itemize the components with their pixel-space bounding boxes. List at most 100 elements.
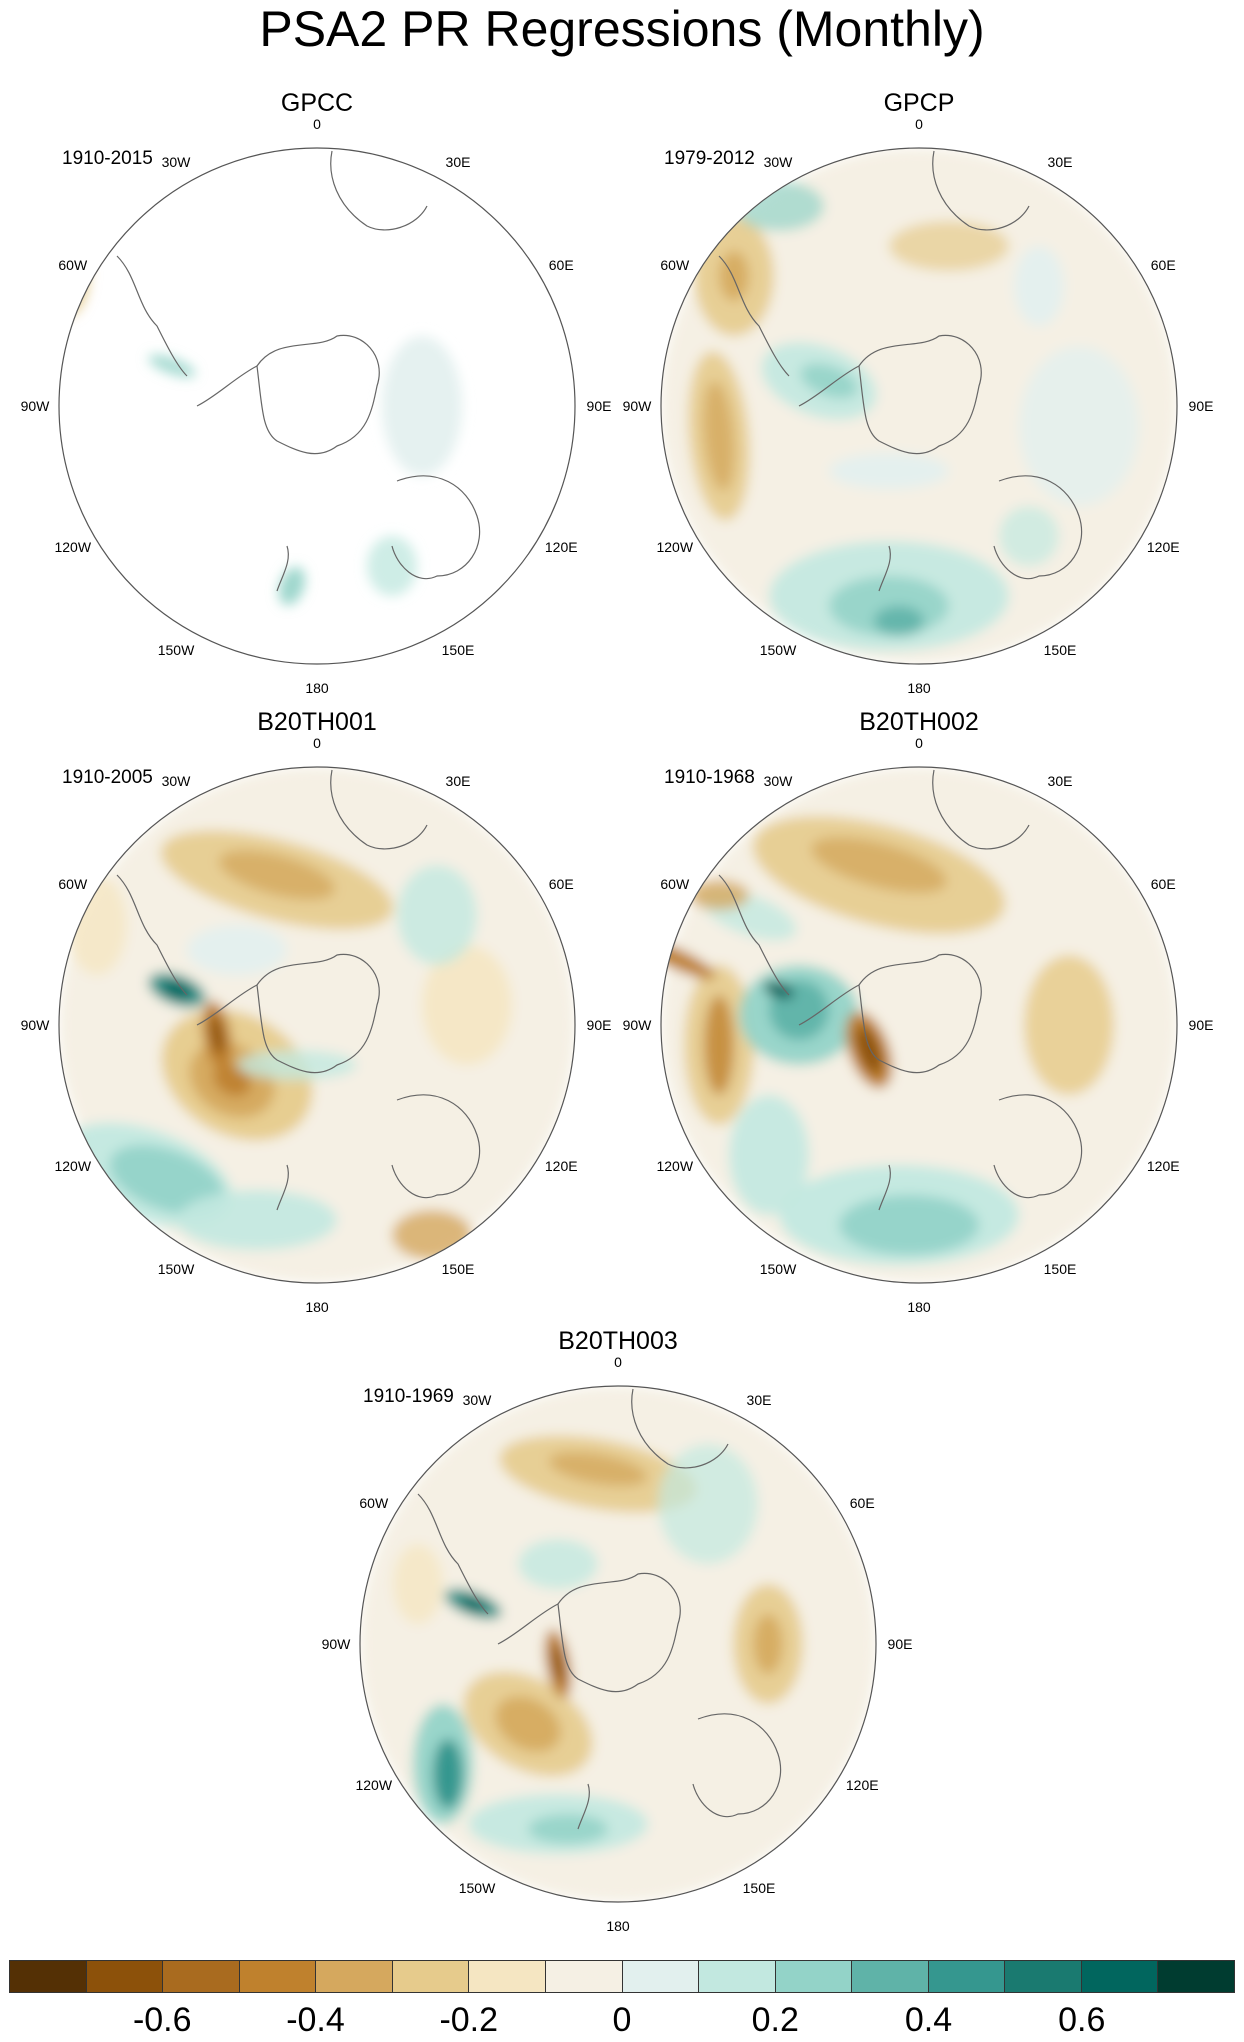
longitude-label: 30E	[746, 1391, 772, 1408]
colorbar-swatch	[469, 1961, 546, 1992]
polar-map-gpcp	[660, 147, 1178, 665]
panel-period: 1979-2012	[664, 148, 755, 169]
colorbar-swatch	[316, 1961, 393, 1992]
colorbar-swatch	[86, 1961, 164, 1992]
panel-period: 1910-1969	[363, 1386, 454, 1407]
colorbar-swatch	[1081, 1961, 1159, 1992]
longitude-label: 150E	[1043, 1261, 1077, 1278]
longitude-label: 0	[313, 116, 321, 132]
panel-title: B20TH003	[558, 1327, 678, 1355]
longitude-label: 90W	[20, 1017, 50, 1033]
longitude-label: 30E	[445, 153, 471, 170]
longitude-label: 150W	[458, 1880, 496, 1897]
longitude-label: 150W	[157, 1261, 195, 1278]
longitude-label: 30E	[1047, 153, 1073, 170]
longitude-label: 60W	[660, 257, 690, 273]
longitude-label: 150W	[157, 642, 195, 659]
colorbar	[9, 1960, 1235, 1993]
polar-map-b20th002	[660, 766, 1178, 1284]
longitude-label: 90E	[1188, 1017, 1214, 1033]
colorbar-tick-label: -0.2	[439, 2001, 499, 2039]
longitude-label: 90E	[586, 1017, 612, 1033]
panel-period: 1910-2005	[62, 767, 153, 788]
longitude-label: 30W	[462, 1391, 492, 1408]
colorbar-swatch	[163, 1961, 240, 1992]
longitude-label: 30W	[763, 772, 793, 789]
longitude-label: 60W	[660, 876, 690, 892]
colorbar-swatch	[928, 1961, 1006, 1992]
colorbar-swatch	[545, 1961, 623, 1992]
longitude-label: 90W	[20, 398, 50, 414]
longitude-label: 30W	[161, 153, 191, 170]
longitude-label: 90E	[1188, 398, 1214, 414]
longitude-label: 0	[614, 1354, 622, 1370]
panel-title: B20TH001	[257, 708, 377, 736]
longitude-label: 0	[313, 735, 321, 751]
longitude-label: 180	[907, 680, 931, 696]
map-panel-gpcc: GPCC 1910-2015 0 30E 60E 90E 120E 150E 180 150W 12…	[12, 88, 622, 708]
longitude-label: 120W	[355, 1777, 393, 1793]
longitude-label: 90W	[321, 1636, 351, 1652]
longitude-label: 180	[606, 1918, 630, 1934]
colorbar-tick-label: 0.2	[751, 2001, 799, 2039]
longitude-label: 150W	[759, 642, 797, 659]
map-panel-b20th001: B20TH001 1910-2005 0 30E 60E 90E 120E 150E 180 15…	[12, 707, 622, 1327]
colorbar-swatch	[852, 1961, 929, 1992]
colorbar-swatch	[392, 1961, 470, 1992]
longitude-label: 90W	[622, 1017, 652, 1033]
longitude-label: 60E	[1150, 257, 1176, 273]
longitude-label: 120W	[656, 539, 694, 555]
longitude-label: 120W	[656, 1158, 694, 1174]
longitude-label: 180	[305, 1299, 329, 1315]
longitude-label: 150E	[441, 1261, 475, 1278]
longitude-label: 90E	[887, 1636, 913, 1652]
longitude-label: 60W	[58, 876, 88, 892]
longitude-label: 150E	[1043, 642, 1077, 659]
longitude-label: 180	[907, 1299, 931, 1315]
panel-title: GPCP	[883, 89, 955, 117]
longitude-label: 30E	[445, 772, 471, 789]
colorbar-swatch	[239, 1961, 317, 1992]
longitude-label: 90W	[622, 398, 652, 414]
colorbar-tick-label: 0	[612, 2001, 632, 2039]
longitude-label: 150E	[441, 642, 475, 659]
longitude-label: 120E	[544, 1158, 578, 1174]
longitude-label: 0	[915, 735, 923, 751]
longitude-label: 120E	[1146, 539, 1180, 555]
longitude-label: 60E	[548, 257, 574, 273]
panel-title: GPCC	[280, 89, 354, 117]
longitude-label: 30W	[763, 153, 793, 170]
longitude-label: 120E	[544, 539, 578, 555]
longitude-label: 150W	[759, 1261, 797, 1278]
longitude-label: 120W	[54, 539, 92, 555]
longitude-label: 60E	[548, 876, 574, 892]
map-panel-gpcp: GPCP 1979-2012 0 30E 60E 90E 120E 150E 180 150W 12…	[614, 88, 1224, 708]
longitude-label: 60E	[849, 1495, 875, 1511]
polar-map-gpcc	[58, 147, 576, 665]
map-panel-b20th003: B20TH003 1910-1969 0 30E 60E 90E 120E 150E 180 15…	[313, 1326, 923, 1946]
colorbar-swatch	[699, 1961, 776, 1992]
page-title: PSA2 PR Regressions (Monthly)	[259, 1, 985, 57]
polar-map-b20th001	[58, 766, 576, 1284]
colorbar-swatch	[1158, 1961, 1234, 1992]
longitude-label: 120W	[54, 1158, 92, 1174]
longitude-label: 30E	[1047, 772, 1073, 789]
colorbar-swatch	[10, 1961, 87, 1992]
colorbar-tick-label: 0.4	[904, 2001, 953, 2039]
longitude-label: 60W	[58, 257, 88, 273]
colorbar-tick-label: 0.6	[1058, 2001, 1106, 2039]
colorbar-tick-label: -0.4	[286, 2001, 345, 2039]
longitude-label: 0	[915, 116, 923, 132]
colorbar-swatch	[1005, 1961, 1082, 1992]
colorbar-swatch	[775, 1961, 853, 1992]
colorbar-tick-label: -0.6	[132, 2001, 192, 2039]
panel-period: 1910-1968	[664, 767, 755, 788]
longitude-label: 150E	[742, 1880, 776, 1897]
longitude-label: 60E	[1150, 876, 1176, 892]
panel-period: 1910-2015	[62, 148, 153, 169]
longitude-label: 30W	[161, 772, 191, 789]
map-panel-b20th002: B20TH002 1910-1968 0 30E 60E 90E 120E 150E 180 15…	[614, 707, 1224, 1327]
panel-title: B20TH002	[859, 708, 979, 736]
longitude-label: 120E	[845, 1777, 879, 1793]
polar-map-b20th003	[359, 1385, 877, 1903]
